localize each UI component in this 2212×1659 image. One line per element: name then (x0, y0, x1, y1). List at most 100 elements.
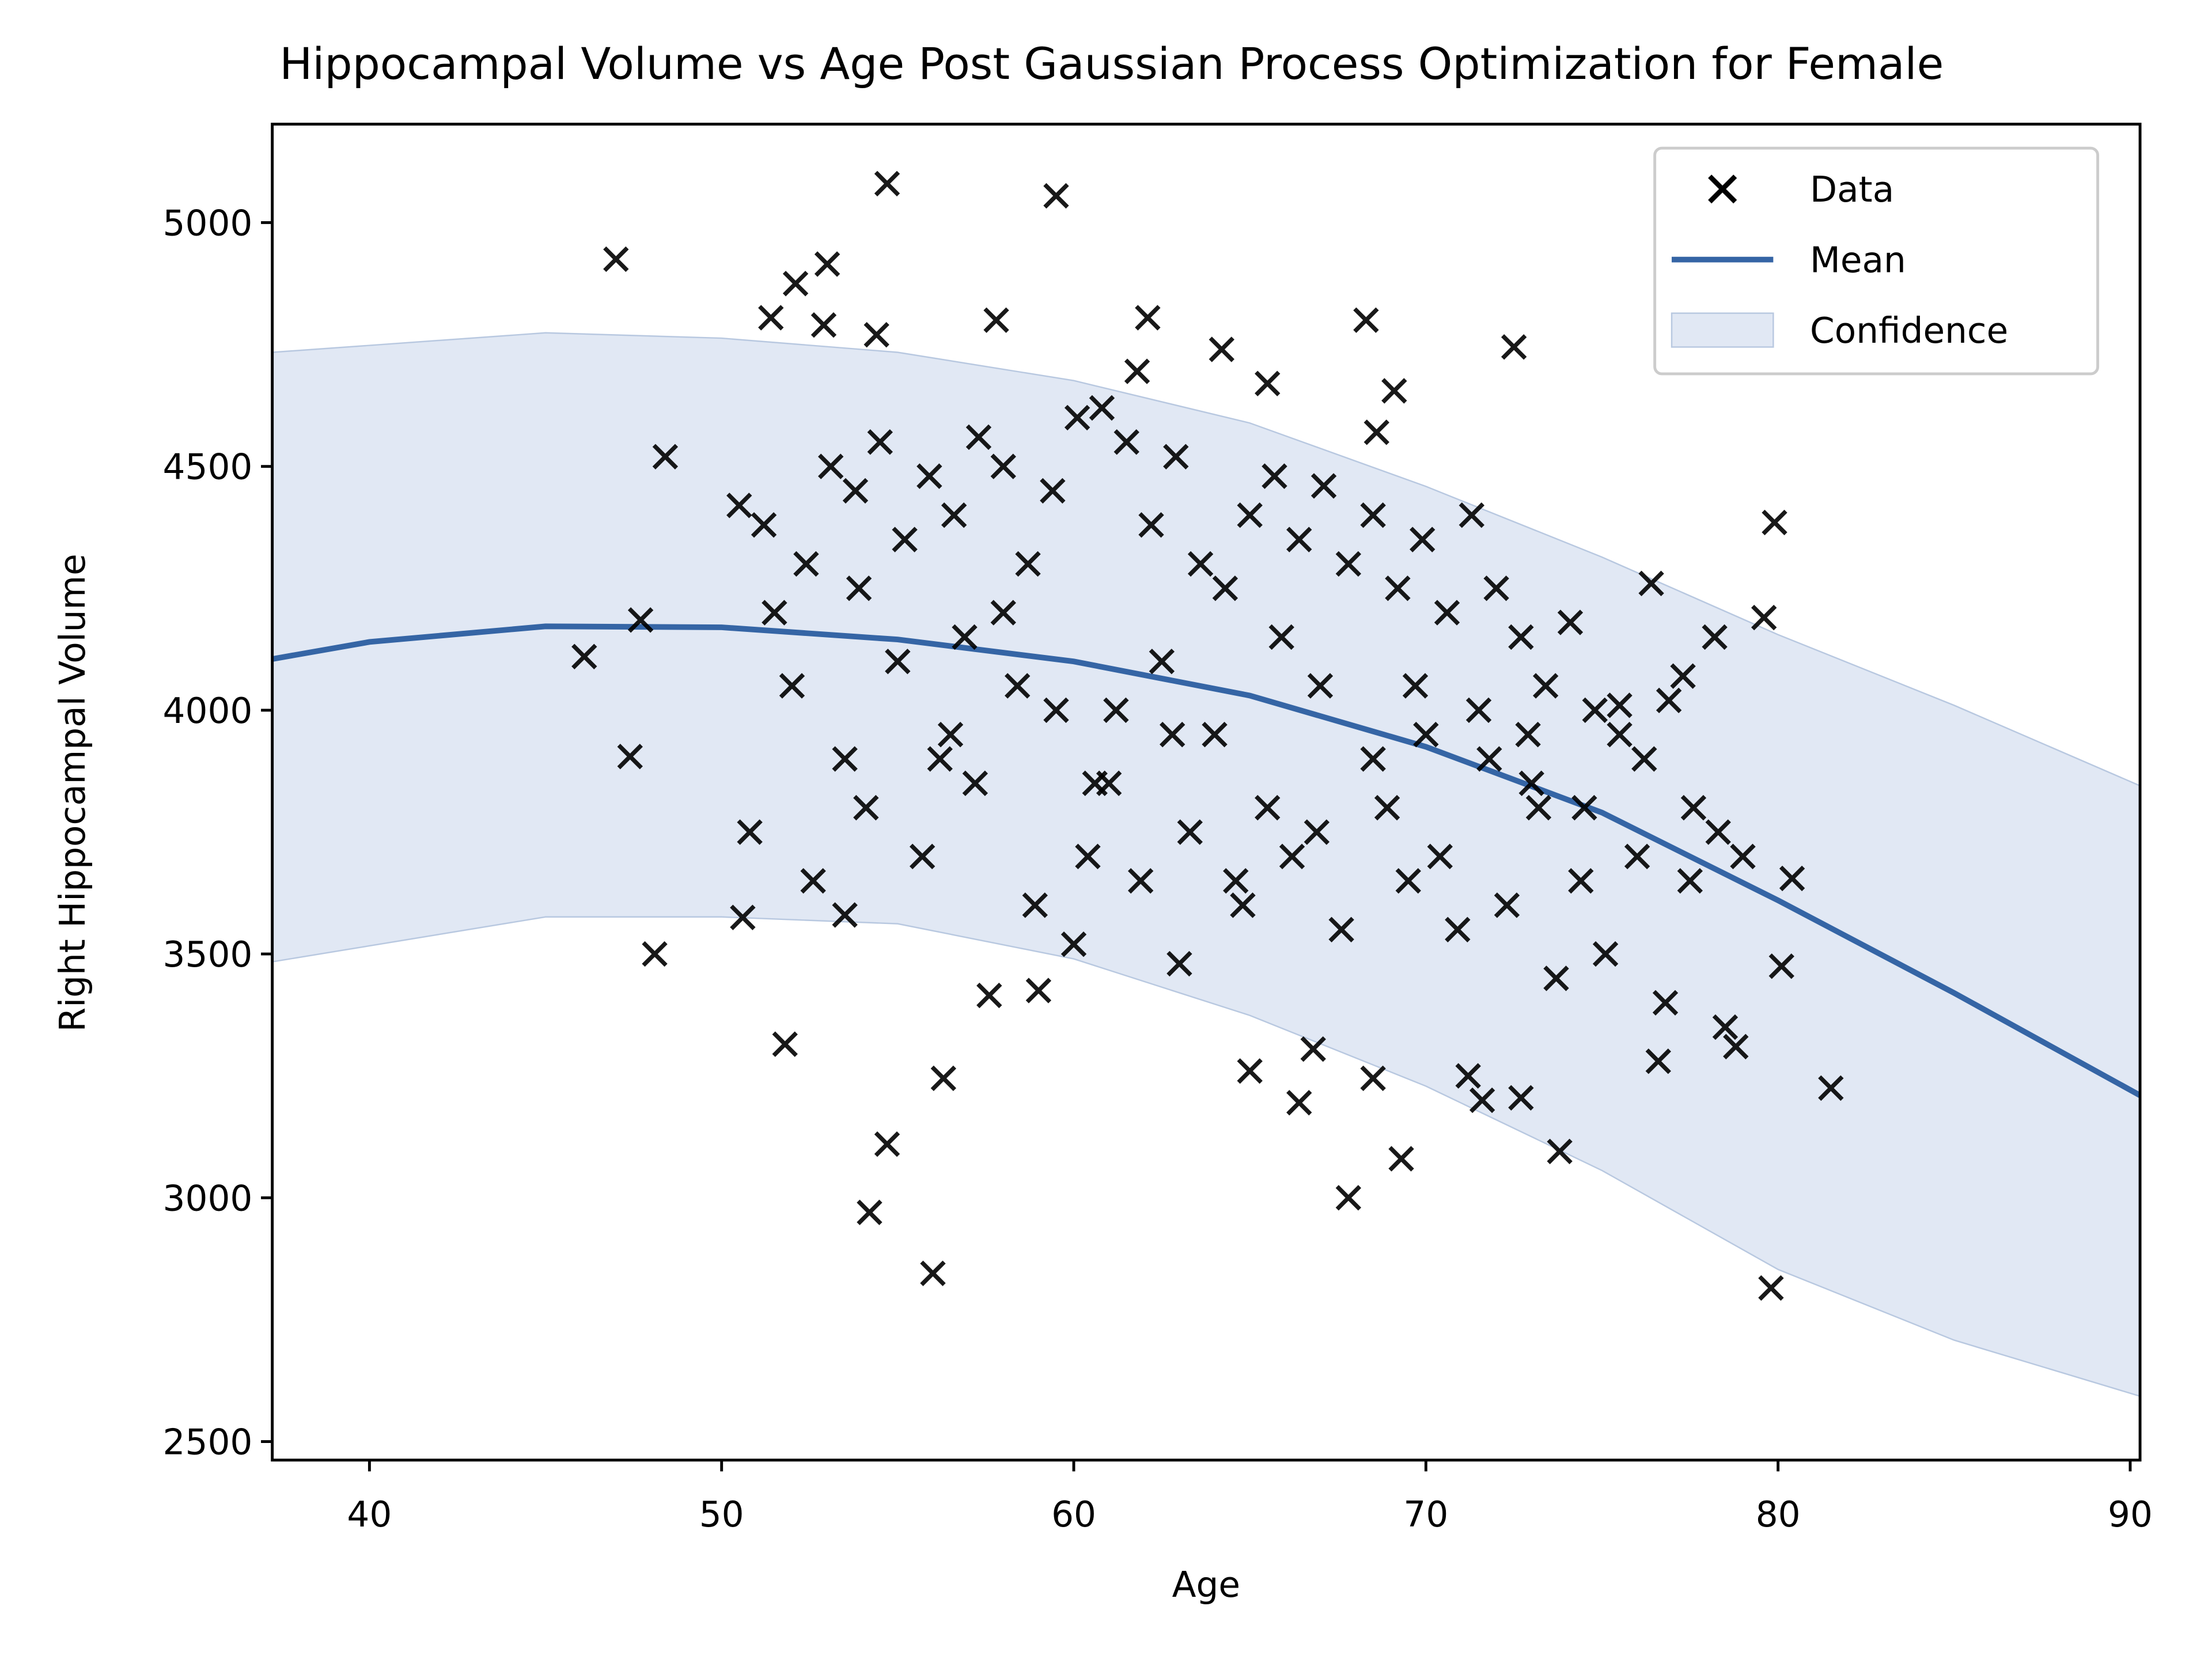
data-point (1582, 697, 1608, 724)
data-point (952, 624, 978, 650)
data-point (853, 794, 879, 821)
data-point (965, 424, 992, 450)
confidence-band (271, 332, 2141, 1397)
data-point (1187, 551, 1214, 577)
data-point (1328, 916, 1354, 942)
data-point (1607, 722, 1633, 748)
x-tick-label: 60 (1051, 1494, 1096, 1535)
data-point (1712, 1014, 1738, 1040)
data-point (1652, 990, 1679, 1016)
data-point (1638, 570, 1664, 597)
data-point (1779, 865, 1805, 892)
data-point (1202, 722, 1228, 748)
data-point (762, 600, 787, 626)
data-point (1223, 868, 1249, 894)
data-point (1547, 1138, 1573, 1165)
data-point (1758, 1275, 1784, 1301)
data-point (1702, 624, 1728, 650)
data-point (1705, 819, 1731, 845)
data-point (1515, 722, 1541, 748)
x-tick-label: 40 (347, 1494, 392, 1535)
x-tick-label: 70 (1403, 1494, 1448, 1535)
data-point (627, 607, 654, 633)
data-point (1645, 1048, 1672, 1074)
data-point (1413, 722, 1439, 748)
y-tick-label: 2500 (163, 1422, 253, 1463)
data-point (1279, 843, 1305, 870)
data-point (916, 463, 942, 489)
data-point (983, 307, 1009, 333)
data-point (892, 527, 918, 552)
data-point (1255, 370, 1281, 396)
data-point (751, 512, 777, 538)
data-point (1022, 892, 1048, 918)
data-point (642, 941, 668, 967)
data-point (782, 271, 809, 297)
data-point (1113, 429, 1139, 455)
data-point (874, 171, 900, 196)
y-tick-label: 3000 (163, 1178, 253, 1219)
data-point (1138, 512, 1164, 538)
data-point (1533, 673, 1559, 699)
y-tick-label: 4500 (163, 447, 253, 488)
data-point (1557, 609, 1584, 635)
data-point (1388, 1146, 1414, 1172)
data-point (1768, 953, 1794, 979)
data-point (874, 1131, 900, 1157)
data-point (1310, 473, 1337, 499)
data-point (1501, 334, 1527, 360)
legend-label: Mean (1810, 240, 1906, 281)
data-point (652, 444, 679, 469)
data-point (1363, 419, 1389, 445)
data-point (832, 902, 858, 928)
data-point (1445, 916, 1471, 942)
data-point (1127, 868, 1154, 894)
data-point (927, 746, 953, 772)
data-point (1818, 1075, 1844, 1101)
data-point (1624, 843, 1650, 870)
data-point (1043, 697, 1069, 724)
data-point (1307, 673, 1334, 699)
data-point (1381, 378, 1407, 404)
data-point (930, 1065, 957, 1092)
data-point (885, 649, 911, 675)
data-point (1670, 663, 1696, 689)
data-point (800, 868, 826, 894)
data-point (1255, 794, 1281, 821)
legend-label: Data (1810, 169, 1894, 210)
data-point (1568, 868, 1594, 894)
data-point (1209, 336, 1234, 362)
data-point (937, 722, 964, 748)
data-point (1300, 1036, 1326, 1062)
data-point (863, 321, 889, 348)
data-point (1335, 551, 1362, 577)
chart-title: Hippocampal Volume vs Age Post Gaussian … (279, 39, 1944, 89)
data-point (920, 1260, 946, 1286)
data-point (1427, 843, 1453, 870)
data-point (810, 312, 837, 338)
data-point (730, 904, 756, 930)
data-point (1483, 575, 1509, 601)
y-tick-label: 3500 (163, 934, 253, 975)
data-point (1160, 722, 1185, 748)
data-point (1360, 746, 1386, 772)
data-point (1656, 687, 1682, 714)
data-point (571, 643, 597, 669)
data-point (1525, 794, 1552, 821)
legend-patch (1671, 312, 1774, 348)
data-point (1465, 697, 1492, 724)
data-points (571, 171, 1844, 1301)
data-point (726, 493, 752, 518)
data-point (1060, 931, 1087, 957)
data-point (1751, 604, 1777, 631)
data-point (1434, 600, 1460, 626)
data-point (814, 251, 840, 277)
data-point (1360, 1065, 1386, 1092)
data-point (1410, 527, 1435, 552)
data-point (1335, 1185, 1362, 1211)
data-point (1043, 183, 1069, 209)
y-tick-label: 5000 (163, 203, 253, 244)
data-point (1268, 624, 1294, 650)
data-point (818, 453, 844, 479)
